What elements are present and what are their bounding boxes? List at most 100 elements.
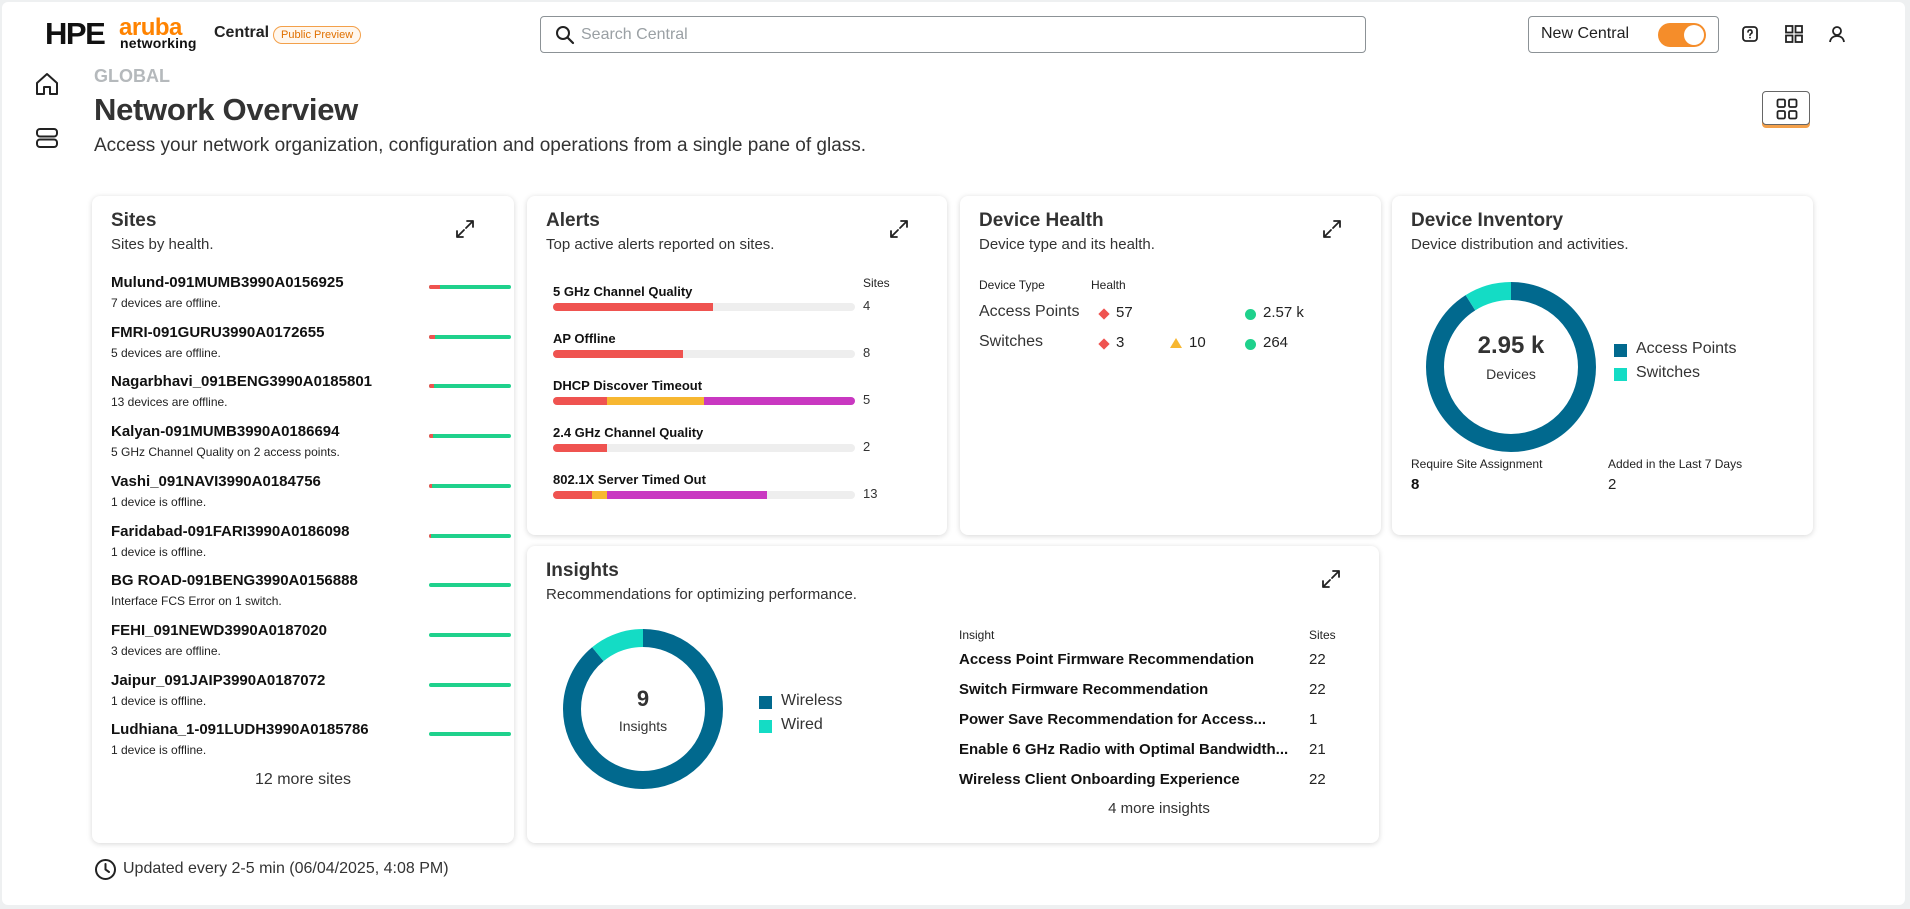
legend-switches[interactable]: Switches: [1636, 364, 1701, 381]
device-health-card: Device Health Device type and its health…: [960, 196, 1381, 535]
site-item[interactable]: Faridabad-091FARI3990A0186098 1 device is…: [111, 522, 511, 571]
alert-segment-major: [592, 491, 608, 499]
search-box[interactable]: [540, 16, 1366, 53]
logo-hpe-text: HPE: [45, 16, 106, 51]
device-type-switches[interactable]: Switches: [979, 333, 1044, 350]
legend-access-points[interactable]: Access Points: [1636, 340, 1737, 357]
donut-segment-wired[interactable]: [563, 629, 723, 789]
site-item[interactable]: Mulund-091MUMB3990A0156925 7 devices are …: [111, 274, 511, 322]
home-icon[interactable]: [33, 70, 61, 98]
new-central-switch[interactable]: New Central: [1528, 16, 1719, 53]
site-status: 13 devices are offline.: [111, 395, 228, 410]
ap-healthy-count[interactable]: 2.57 k: [1263, 304, 1304, 321]
insight-name[interactable]: Access Point Firmware Recommendation: [959, 651, 1255, 668]
user-icon[interactable]: [1825, 22, 1849, 46]
alert-name[interactable]: 802.1X Server Timed Out: [553, 472, 706, 487]
site-item[interactable]: FEHI_091NEWD3990A0187020 3 devices are of…: [111, 621, 511, 670]
alert-name[interactable]: 5 GHz Channel Quality: [553, 284, 693, 299]
site-name[interactable]: Ludhiana_1-091LUDH3990A0185786: [111, 721, 369, 739]
insight-name[interactable]: Switch Firmware Recommendation: [959, 681, 1209, 698]
alert-segment-critical: [553, 444, 608, 452]
site-name[interactable]: Vashi_091NAVI3990A0184756: [111, 472, 321, 490]
site-item[interactable]: Kalyan-091MUMB3990A0186694 5 GHz Channel …: [111, 423, 511, 471]
alert-segment-minor: [704, 397, 855, 405]
alert-site-count[interactable]: 8: [863, 345, 871, 360]
alert-item[interactable]: 802.1X Server Timed Out 13: [553, 472, 913, 512]
more-sites-link[interactable]: 12 more sites: [254, 771, 352, 788]
site-unhealthy-portion: [429, 483, 433, 488]
site-name[interactable]: Jaipur_091JAIP3990A0187072: [111, 671, 326, 689]
site-item[interactable]: Vashi_091NAVI3990A0184756 1 device is off…: [111, 472, 511, 521]
site-unhealthy-portion: [429, 533, 432, 538]
alert-severity-bar: [553, 303, 855, 311]
page-subtitle: Access your network organization, config…: [94, 135, 867, 156]
legend-wired[interactable]: Wired: [781, 716, 823, 733]
alert-item[interactable]: 5 GHz Channel Quality 4: [553, 284, 913, 324]
clock-icon: [95, 859, 116, 880]
public-preview-badge: Public Preview: [273, 26, 362, 44]
healthy-icon: [1245, 339, 1256, 350]
site-item[interactable]: Nagarbhavi_091BENG3990A0185801 13 devices…: [111, 373, 511, 421]
site-item[interactable]: Ludhiana_1-091LUDH3990A0185786 1 device i…: [111, 721, 511, 769]
device-health-title: Device Health: [979, 210, 1104, 231]
device-inventory-card: Device Inventory Device distribution and…: [1392, 196, 1813, 535]
site-name[interactable]: BG ROAD-091BENG3990A0156888: [111, 572, 358, 590]
require-site-assignment-value[interactable]: 8: [1411, 476, 1420, 493]
ap-critical-count[interactable]: 57: [1116, 304, 1133, 321]
alert-site-count[interactable]: 5: [863, 392, 871, 407]
site-item[interactable]: FMRI-091GURU3990A0172655 5 devices are of…: [111, 323, 511, 372]
warning-icon: [1170, 338, 1182, 348]
critical-icon: [1098, 308, 1110, 320]
switch-warning-count[interactable]: 10: [1189, 334, 1206, 351]
search-icon: [556, 26, 575, 45]
expand-icon[interactable]: [1321, 218, 1343, 240]
alerts-subtitle: Top active alerts reported on sites.: [546, 236, 775, 253]
new-central-toggle[interactable]: [1658, 23, 1706, 47]
apps-grid-icon[interactable]: [1782, 22, 1806, 46]
expand-icon[interactable]: [888, 218, 910, 240]
alert-site-count[interactable]: 13: [863, 486, 878, 501]
alert-item[interactable]: AP Offline 8: [553, 331, 913, 371]
added-last-7-days-value[interactable]: 2: [1608, 476, 1617, 493]
site-unhealthy-portion: [429, 334, 435, 339]
page-title: Network Overview: [94, 92, 358, 127]
site-name[interactable]: FEHI_091NEWD3990A0187020: [111, 621, 327, 639]
critical-icon: [1098, 338, 1110, 350]
search-input[interactable]: [581, 20, 1351, 50]
site-name[interactable]: Nagarbhavi_091BENG3990A0185801: [111, 373, 372, 391]
layout-button[interactable]: [1762, 91, 1810, 125]
device-type-access-points[interactable]: Access Points: [979, 303, 1080, 320]
site-name[interactable]: Mulund-091MUMB3990A0156925: [111, 274, 344, 291]
site-name[interactable]: FMRI-091GURU3990A0172655: [111, 323, 325, 341]
insight-name[interactable]: Wireless Client Onboarding Experience: [959, 771, 1240, 788]
new-central-label: New Central: [1541, 25, 1630, 42]
alert-segment-critical: [553, 350, 683, 358]
site-name[interactable]: Faridabad-091FARI3990A0186098: [111, 522, 350, 540]
insight-name[interactable]: Enable 6 GHz Radio with Optimal Bandwidt…: [959, 741, 1289, 758]
update-status-text: Updated every 2-5 min (06/04/2025, 4:08 …: [123, 860, 449, 877]
legend-wireless[interactable]: Wireless: [781, 692, 843, 709]
device-distribution-donut[interactable]: [1426, 282, 1596, 452]
insights-donut[interactable]: [563, 629, 723, 789]
site-item[interactable]: BG ROAD-091BENG3990A0156888 Interface FCS…: [111, 572, 511, 620]
switch-critical-count[interactable]: 3: [1116, 334, 1125, 351]
alert-name[interactable]: DHCP Discover Timeout: [553, 378, 703, 393]
alert-site-count[interactable]: 4: [863, 298, 871, 313]
alert-name[interactable]: 2.4 GHz Channel Quality: [553, 425, 704, 440]
alert-item[interactable]: DHCP Discover Timeout 5: [553, 378, 913, 418]
sites-title: Sites: [111, 210, 157, 231]
expand-icon[interactable]: [454, 218, 476, 240]
insight-name[interactable]: Power Save Recommendation for Access...: [959, 711, 1267, 728]
device-inventory-subtitle: Device distribution and activities.: [1411, 236, 1629, 253]
alert-item[interactable]: 2.4 GHz Channel Quality 2: [553, 425, 913, 465]
alert-site-count[interactable]: 2: [863, 439, 871, 454]
more-insights-link[interactable]: 4 more insights: [1108, 800, 1210, 817]
devices-icon[interactable]: [33, 124, 61, 152]
expand-icon[interactable]: [1320, 568, 1342, 590]
donut-segment-switches[interactable]: [1426, 282, 1596, 452]
site-name[interactable]: Kalyan-091MUMB3990A0186694: [111, 423, 340, 441]
site-item[interactable]: Jaipur_091JAIP3990A0187072 1 device is of…: [111, 671, 511, 720]
alert-name[interactable]: AP Offline: [553, 331, 616, 346]
help-icon[interactable]: [1738, 22, 1762, 46]
switch-healthy-count[interactable]: 264: [1263, 334, 1289, 351]
